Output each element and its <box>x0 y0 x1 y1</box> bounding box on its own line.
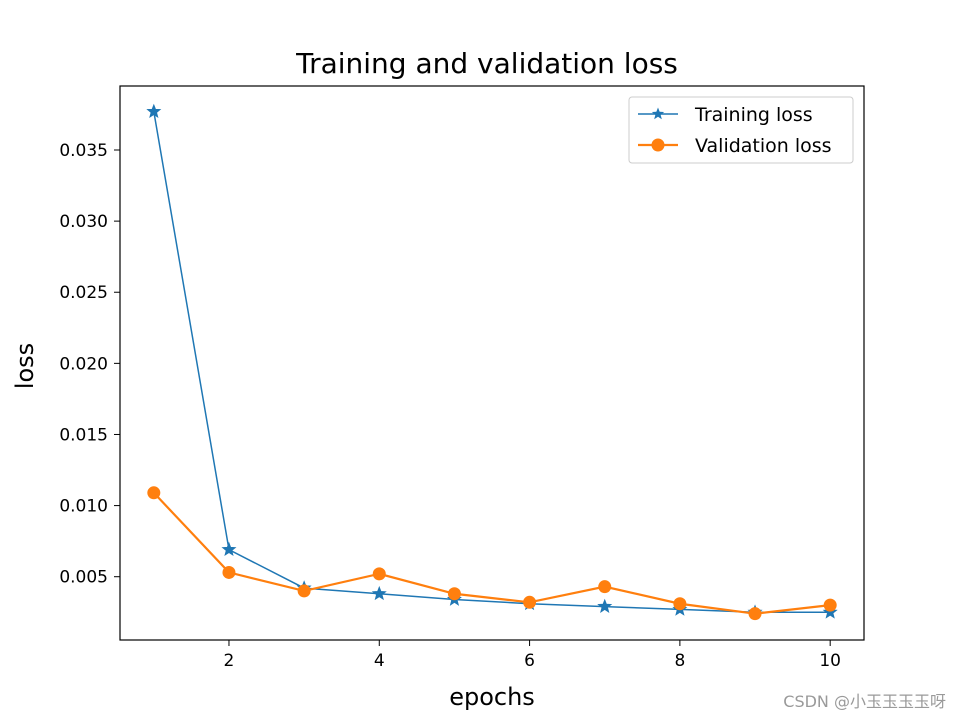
validation-loss-point <box>297 584 311 598</box>
x-axis-label: epochs <box>449 683 535 711</box>
y-axis: 0.005 0.010 0.015 0.020 0.025 0.030 0.035 <box>59 141 120 588</box>
legend: Training loss Validation loss <box>628 96 854 164</box>
training-loss-point <box>221 541 237 557</box>
y-tick-label: 0.035 <box>59 141 108 161</box>
validation-loss-point <box>823 598 837 612</box>
y-tick-label: 0.025 <box>59 283 108 303</box>
legend-frame <box>628 96 854 164</box>
validation-loss-point <box>372 567 386 581</box>
legend-entry-label: Validation loss <box>695 135 832 157</box>
x-axis: 2 4 6 8 10 <box>224 640 841 671</box>
series-line-training-loss <box>153 111 831 614</box>
y-tick-label: 0.005 <box>59 568 108 588</box>
x-tick-label: 4 <box>374 651 385 671</box>
x-tick-label: 8 <box>674 651 685 671</box>
y-axis-label: loss <box>11 343 39 389</box>
series-line-validation-loss <box>153 492 831 615</box>
validation-loss-point <box>523 595 537 609</box>
validation-loss-point <box>598 580 612 594</box>
validation-loss-point <box>447 587 461 601</box>
chart-title: Training and validation loss <box>295 47 678 80</box>
legend-circle-icon <box>651 138 665 152</box>
validation-loss-point <box>748 607 762 621</box>
training-loss-point <box>371 585 387 601</box>
legend-star-icon <box>651 107 665 120</box>
plot-area <box>146 103 838 621</box>
y-tick-label: 0.030 <box>59 212 108 232</box>
validation-loss-point <box>147 486 161 500</box>
legend-entry-label: Training loss <box>694 104 813 126</box>
x-tick-label: 10 <box>819 651 841 671</box>
x-tick-label: 6 <box>524 651 535 671</box>
plot-frame <box>119 85 865 641</box>
y-tick-label: 0.015 <box>59 425 108 445</box>
y-tick-label: 0.010 <box>59 497 108 517</box>
x-tick-label: 2 <box>224 651 235 671</box>
training-loss-point <box>597 598 613 613</box>
validation-loss-point <box>673 597 687 611</box>
training-loss-point <box>146 103 162 118</box>
watermark: CSDN @小玉玉玉玉呀 <box>783 692 946 711</box>
validation-loss-point <box>222 565 236 579</box>
y-tick-label: 0.020 <box>59 354 108 374</box>
